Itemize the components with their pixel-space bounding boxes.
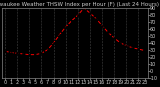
- Title: Milwaukee Weather THSW Index per Hour (F) (Last 24 Hours): Milwaukee Weather THSW Index per Hour (F…: [0, 2, 159, 7]
